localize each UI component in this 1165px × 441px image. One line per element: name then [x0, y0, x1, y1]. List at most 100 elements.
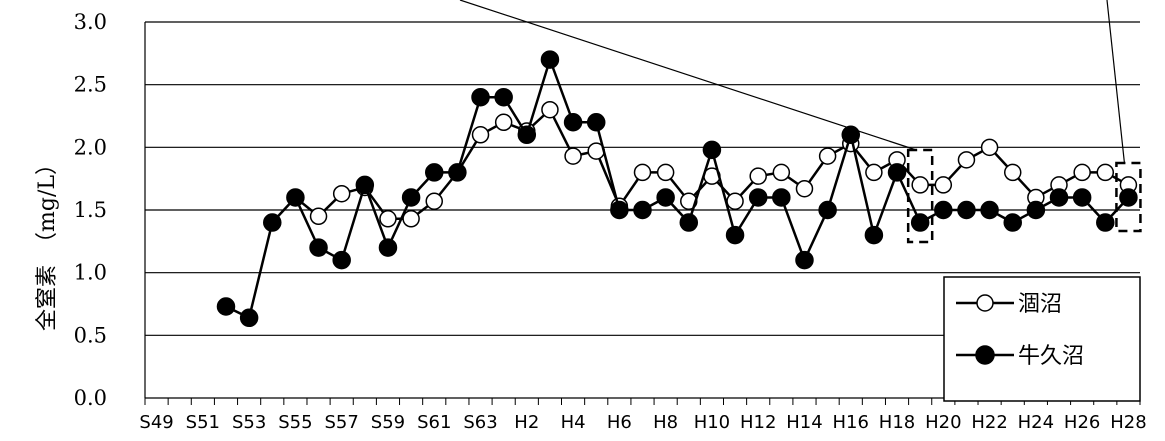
data-point: [309, 238, 328, 257]
x-tick-label: H6: [607, 412, 632, 433]
data-point: [725, 225, 745, 245]
callout-line: [1106, 0, 1126, 164]
x-tick-label: H4: [561, 412, 586, 433]
legend-box: [943, 276, 1141, 402]
series-line: [294, 107, 1130, 221]
data-point: [934, 200, 953, 220]
data-point: [772, 188, 791, 207]
data-point: [610, 200, 629, 220]
data-point: [679, 213, 699, 232]
data-point: [424, 163, 444, 182]
x-tick-label: H22: [971, 412, 1007, 433]
legend-label-0: 涸沼: [1018, 292, 1062, 317]
data-point: [749, 167, 767, 185]
data-point: [910, 213, 930, 232]
data-point: [818, 200, 837, 220]
legend: 涸沼 牛久沼: [943, 276, 1141, 402]
data-point: [379, 210, 397, 228]
data-point: [471, 126, 490, 144]
data-point: [355, 175, 375, 195]
y-tick-label: 1.5: [74, 198, 107, 222]
x-tick-label: H12: [740, 412, 776, 433]
series-layer: [216, 50, 1138, 328]
x-tick-label: S57: [325, 412, 359, 433]
data-point: [772, 163, 791, 182]
data-point: [586, 113, 606, 132]
data-point: [980, 200, 999, 220]
data-point: [425, 192, 443, 210]
x-tick-label: H28: [1110, 412, 1146, 433]
data-point: [633, 200, 652, 220]
callout-line: [459, 0, 917, 151]
x-tick-label: H20: [925, 412, 961, 433]
x-tick-label: S63: [463, 412, 497, 433]
y-axis-label: 全窒素 （mg/L）: [35, 153, 60, 331]
data-point: [1096, 213, 1115, 232]
y-tick-label: 3.0: [74, 10, 107, 34]
y-axis-ticks: 0.0 0.5 1.0 1.5 2.0 2.5 3.0: [74, 10, 107, 410]
y-tick-label: 1.0: [74, 261, 107, 285]
data-point: [887, 163, 907, 182]
data-point: [541, 100, 559, 119]
legend-label-1: 牛久沼: [1018, 344, 1084, 369]
data-point: [865, 163, 883, 182]
data-point: [263, 213, 282, 232]
x-axis-ticks: S49 S51 S53 S55 S57 S59 S61 S63 H2 H4 H6 H8 H10 H12 H1…: [139, 398, 1147, 433]
x-tick-label: H18: [879, 412, 915, 433]
callout-lines: [459, 0, 1126, 164]
y-tick-label: 0.5: [74, 323, 107, 347]
y-tick-label: 2.0: [74, 135, 107, 159]
legend-marker-0: [976, 294, 994, 312]
data-point: [402, 210, 420, 228]
x-tick-label: S59: [371, 412, 405, 433]
data-point: [540, 50, 560, 69]
data-point: [1049, 188, 1069, 207]
x-tick-label: S55: [278, 412, 312, 433]
y-tick-label: 2.5: [74, 73, 107, 97]
x-tick-label: S61: [417, 412, 451, 433]
data-point: [633, 163, 652, 182]
x-tick-label: S53: [232, 412, 266, 433]
data-point: [471, 87, 490, 107]
data-point: [818, 147, 837, 165]
x-tick-label: H16: [833, 412, 869, 433]
data-point: [1119, 188, 1138, 207]
data-point: [286, 188, 305, 207]
data-point: [726, 192, 744, 210]
data-point: [864, 225, 884, 245]
data-point: [702, 140, 722, 160]
data-point: [332, 184, 351, 203]
data-point: [378, 238, 398, 257]
x-tick-label: H2: [514, 412, 539, 433]
data-point: [1073, 163, 1091, 182]
data-point: [841, 125, 861, 145]
data-point: [1096, 163, 1115, 182]
data-point: [656, 163, 675, 182]
x-tick-label: H8: [653, 412, 678, 433]
data-point: [1003, 163, 1022, 182]
y-tick-label: 0.0: [74, 386, 107, 410]
data-point: [564, 147, 582, 165]
data-point: [494, 87, 513, 107]
x-tick-label: H26: [1064, 412, 1100, 433]
series-1: [216, 50, 1138, 328]
data-point: [563, 113, 583, 132]
data-point: [934, 176, 953, 194]
x-tick-label: S51: [186, 412, 220, 433]
data-point: [957, 200, 976, 220]
data-point: [216, 297, 236, 316]
data-point: [309, 207, 328, 226]
data-point: [1072, 188, 1092, 207]
data-point: [957, 151, 976, 169]
data-point: [494, 113, 513, 132]
legend-marker-1: [975, 345, 995, 365]
data-point: [911, 176, 929, 194]
data-point: [980, 138, 999, 157]
x-tick-label: H14: [786, 412, 822, 433]
data-point: [401, 188, 421, 207]
data-point: [332, 250, 351, 270]
series-line: [225, 55, 1130, 320]
x-tick-label: S49: [139, 412, 173, 433]
x-tick-label: H10: [694, 412, 730, 433]
data-point: [239, 308, 259, 328]
